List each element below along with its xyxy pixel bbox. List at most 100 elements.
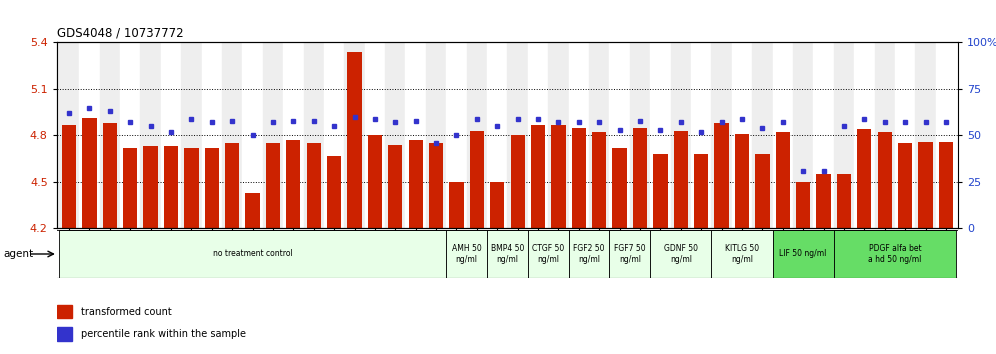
Bar: [59, 230, 446, 278]
Bar: [429, 143, 443, 228]
Bar: [124, 148, 137, 228]
Bar: [711, 230, 773, 278]
Bar: [487, 230, 528, 278]
Bar: [858, 129, 872, 228]
Bar: [263, 42, 283, 228]
Text: PDGF alfa bet
a hd 50 ng/ml: PDGF alfa bet a hd 50 ng/ml: [869, 244, 921, 264]
Bar: [589, 42, 610, 228]
Bar: [286, 140, 301, 228]
Bar: [776, 132, 790, 228]
Bar: [140, 42, 160, 228]
Bar: [388, 145, 402, 228]
Bar: [83, 118, 97, 228]
Bar: [57, 305, 73, 319]
Bar: [752, 42, 773, 228]
Bar: [80, 42, 100, 228]
Bar: [368, 136, 382, 228]
Bar: [796, 182, 811, 228]
Bar: [673, 131, 688, 228]
Text: percentile rank within the sample: percentile rank within the sample: [82, 329, 246, 339]
Bar: [385, 42, 405, 228]
Text: agent: agent: [4, 249, 34, 259]
Bar: [711, 42, 732, 228]
Text: FGF2 50
ng/ml: FGF2 50 ng/ml: [574, 244, 605, 264]
Text: AMH 50
ng/ml: AMH 50 ng/ml: [452, 244, 481, 264]
Bar: [915, 42, 935, 228]
Bar: [569, 230, 610, 278]
Bar: [569, 42, 589, 228]
Text: FGF7 50
ng/ml: FGF7 50 ng/ml: [614, 244, 645, 264]
Bar: [793, 42, 814, 228]
Bar: [837, 174, 852, 228]
Bar: [307, 143, 321, 228]
Bar: [629, 42, 650, 228]
Bar: [487, 42, 507, 228]
Bar: [548, 42, 569, 228]
Bar: [874, 42, 895, 228]
Bar: [877, 132, 891, 228]
Text: GDNF 50
ng/ml: GDNF 50 ng/ml: [663, 244, 698, 264]
Bar: [610, 230, 650, 278]
Bar: [57, 327, 73, 341]
Bar: [348, 52, 362, 228]
Text: CTGF 50
ng/ml: CTGF 50 ng/ml: [532, 244, 565, 264]
Bar: [408, 140, 423, 228]
Bar: [62, 125, 76, 228]
Bar: [670, 42, 691, 228]
Bar: [592, 132, 607, 228]
Bar: [531, 125, 545, 228]
Bar: [283, 42, 304, 228]
Bar: [324, 42, 345, 228]
Bar: [834, 42, 855, 228]
Bar: [242, 42, 263, 228]
Text: LIF 50 ng/ml: LIF 50 ng/ml: [780, 250, 827, 258]
Bar: [814, 42, 834, 228]
Text: GDS4048 / 10737772: GDS4048 / 10737772: [57, 27, 183, 40]
Bar: [470, 131, 484, 228]
Bar: [613, 148, 626, 228]
Bar: [426, 42, 446, 228]
Bar: [446, 42, 467, 228]
Bar: [304, 42, 324, 228]
Bar: [895, 42, 915, 228]
Bar: [225, 143, 239, 228]
Bar: [511, 136, 525, 228]
Bar: [490, 182, 504, 228]
Bar: [103, 123, 117, 228]
Bar: [245, 193, 260, 228]
Bar: [817, 174, 831, 228]
Bar: [449, 182, 463, 228]
Bar: [735, 134, 749, 228]
Bar: [446, 230, 487, 278]
Bar: [653, 154, 667, 228]
Bar: [528, 42, 548, 228]
Bar: [120, 42, 140, 228]
Bar: [184, 148, 198, 228]
Bar: [552, 125, 566, 228]
Text: BMP4 50
ng/ml: BMP4 50 ng/ml: [491, 244, 524, 264]
Bar: [898, 143, 912, 228]
Text: no treatment control: no treatment control: [213, 250, 293, 258]
Bar: [691, 42, 711, 228]
Bar: [345, 42, 365, 228]
Bar: [773, 230, 834, 278]
Bar: [650, 42, 670, 228]
Bar: [632, 128, 647, 228]
Bar: [528, 230, 569, 278]
Bar: [834, 230, 956, 278]
Bar: [327, 155, 342, 228]
Bar: [365, 42, 385, 228]
Bar: [204, 148, 219, 228]
Bar: [650, 230, 711, 278]
Bar: [467, 42, 487, 228]
Bar: [160, 42, 181, 228]
Bar: [59, 42, 80, 228]
Bar: [266, 143, 280, 228]
Bar: [143, 146, 157, 228]
Bar: [163, 146, 178, 228]
Bar: [773, 42, 793, 228]
Bar: [405, 42, 426, 228]
Bar: [694, 154, 708, 228]
Bar: [714, 123, 729, 228]
Text: KITLG 50
ng/ml: KITLG 50 ng/ml: [725, 244, 759, 264]
